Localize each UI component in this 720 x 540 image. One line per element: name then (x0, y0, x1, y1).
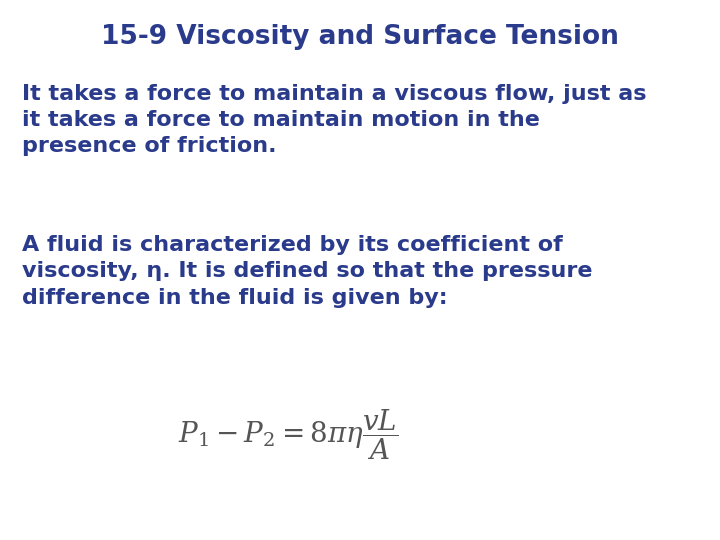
Text: A fluid is characterized by its coefficient of
viscosity, η. It is defined so th: A fluid is characterized by its coeffici… (22, 235, 592, 308)
Text: It takes a force to maintain a viscous flow, just as
it takes a force to maintai: It takes a force to maintain a viscous f… (22, 84, 646, 157)
Text: 15-9 Viscosity and Surface Tension: 15-9 Viscosity and Surface Tension (101, 24, 619, 50)
Text: $P_1 - P_2 = 8\pi\eta\dfrac{vL}{A}$: $P_1 - P_2 = 8\pi\eta\dfrac{vL}{A}$ (178, 407, 398, 462)
